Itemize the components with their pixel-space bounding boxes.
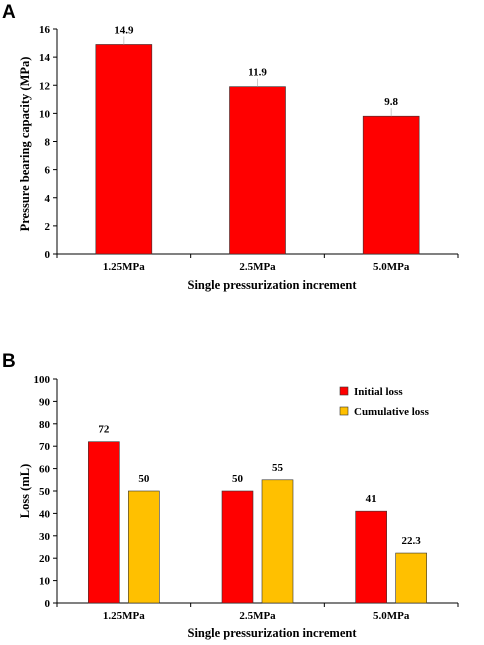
data-label: 50: [232, 473, 244, 485]
plot-area-b: 0 10 20 30 40 50 60 70 80 90 100 1.25MPa 72 50 2.5MPa 5…: [34, 374, 459, 622]
bar: [221, 490, 254, 604]
data-label: 11.9: [248, 67, 267, 79]
plot-area-a: 0 2 4 6 8 10 12 14 16 1.25MPa 14.9 2.5MPa 11.9 5.0MPa…: [39, 24, 459, 273]
y-tick-label: 8: [45, 137, 51, 149]
y-tick-label: 0: [45, 249, 51, 261]
y-tick-label: 2: [45, 221, 51, 233]
y-tick-label: 10: [39, 576, 51, 588]
y-tick-label: 30: [39, 531, 51, 543]
legend-label: Initial loss: [354, 386, 403, 398]
bar: [128, 490, 160, 604]
data-label: 41: [366, 493, 377, 505]
y-tick-label: 0: [45, 598, 51, 610]
x-tick-label: 2.5MPa: [239, 261, 276, 273]
y-tick-label: 80: [39, 419, 51, 431]
y-tick-label: 4: [45, 193, 51, 205]
x-tick-label: 1.25MPa: [103, 261, 145, 273]
y-tick-label: 16: [39, 24, 51, 36]
bar: [88, 441, 120, 604]
data-label: 55: [272, 462, 284, 474]
legend-swatch: [339, 406, 349, 416]
y-tick-label: 60: [39, 464, 51, 476]
y-tick-label: 20: [39, 553, 51, 565]
panel-letter-b: B: [2, 351, 16, 372]
y-tick-label: 100: [34, 374, 51, 386]
y-axis-title-b: Loss (mL): [18, 464, 32, 519]
y-tick-label: 40: [39, 508, 51, 520]
x-tick-label: 1.25MPa: [103, 610, 145, 622]
data-label: 14.9: [114, 24, 134, 36]
y-axis-title-a: Pressure bearing capacity (MPa): [18, 57, 32, 232]
y-tick-label: 12: [39, 80, 51, 92]
data-label: 72: [98, 424, 110, 436]
bar: [355, 510, 387, 604]
panel-letter-a: A: [2, 2, 16, 23]
y-tick-label: 70: [39, 441, 51, 453]
legend-label: Cumulative loss: [354, 406, 430, 418]
y-tick-label: 10: [39, 108, 51, 120]
bar: [95, 44, 153, 255]
y-tick-label: 14: [39, 52, 51, 64]
legend-swatch: [339, 386, 349, 396]
x-axis-title-a: Single pressurization increment: [188, 278, 358, 292]
x-tick-label: 5.0MPa: [373, 261, 410, 273]
y-tick-label: 90: [39, 396, 51, 408]
bar: [229, 86, 286, 255]
bar: [362, 115, 420, 255]
bar: [395, 552, 427, 604]
data-label: 9.8: [384, 96, 398, 108]
chart-panel-a: A 0 2 4 6 8 10 12 14 16 1.25MPa 14.9 2.5MPa 11.9 5.0M…: [2, 2, 459, 292]
data-label: 22.3: [402, 535, 422, 547]
x-tick-label: 2.5MPa: [239, 610, 276, 622]
y-tick-label: 6: [45, 165, 51, 177]
data-label: 50: [138, 473, 150, 485]
chart-panel-b: B 0 10 20 30 40 50 60 70 80 90 100 1.25MPa 72 50 2.5MP…: [2, 351, 459, 640]
x-tick-label: 5.0MPa: [373, 610, 410, 622]
bar: [261, 479, 294, 604]
y-tick-label: 50: [39, 486, 51, 498]
legend-b: Initial loss Cumulative loss: [339, 386, 430, 418]
x-axis-title-b: Single pressurization increment: [188, 626, 358, 640]
